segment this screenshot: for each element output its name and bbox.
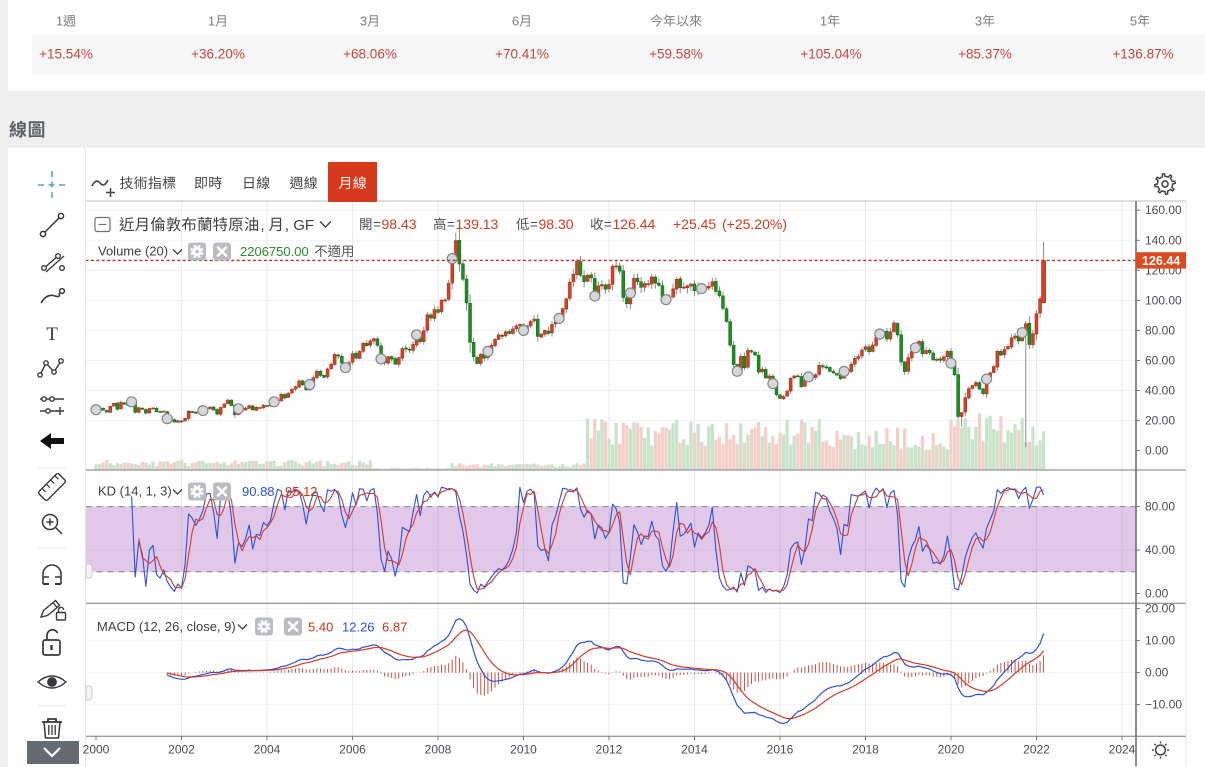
svg-text:5: 5 — [1130, 14, 1137, 29]
svg-text:2018: 2018 — [852, 743, 879, 757]
svg-text:+15.54%: +15.54% — [39, 47, 93, 62]
svg-text:1: 1 — [208, 14, 215, 29]
svg-text:−10.00: −10.00 — [1145, 698, 1182, 712]
svg-text:1: 1 — [56, 14, 63, 29]
svg-text:20.00: 20.00 — [1145, 414, 1175, 428]
svg-text:+36.20%: +36.20% — [191, 47, 245, 62]
svg-text:1: 1 — [820, 14, 827, 29]
svg-text:Volume (20): Volume (20) — [98, 244, 168, 259]
svg-text:6: 6 — [512, 14, 519, 29]
svg-text:5.40: 5.40 — [308, 620, 333, 635]
svg-text:2008: 2008 — [425, 743, 452, 757]
svg-text:, GF: , GF — [285, 217, 314, 234]
svg-text:140.00: 140.00 — [1145, 233, 1182, 247]
svg-text:3: 3 — [975, 14, 982, 29]
svg-text:90.88: 90.88 — [242, 484, 275, 499]
svg-text:98.30: 98.30 — [539, 216, 574, 232]
svg-text:2022: 2022 — [1023, 743, 1050, 757]
svg-text:126.44: 126.44 — [613, 216, 656, 232]
svg-text:160.00: 160.00 — [1145, 203, 1182, 217]
svg-text:40.00: 40.00 — [1145, 384, 1175, 398]
svg-text:=: = — [604, 217, 612, 232]
svg-text:0.00: 0.00 — [1145, 444, 1169, 458]
svg-text:2014: 2014 — [681, 743, 708, 757]
svg-text:80.00: 80.00 — [1145, 500, 1175, 514]
svg-text:2206750.00: 2206750.00 — [240, 244, 309, 259]
svg-text:2004: 2004 — [254, 743, 281, 757]
svg-text:126.44: 126.44 — [1142, 254, 1180, 268]
svg-text:+70.41%: +70.41% — [495, 47, 549, 62]
svg-text:=: = — [530, 217, 538, 232]
svg-text:T: T — [46, 324, 58, 345]
svg-text:40.00: 40.00 — [1145, 543, 1175, 557]
svg-text:+136.87%: +136.87% — [1112, 47, 1173, 62]
svg-text:+105.04%: +105.04% — [800, 47, 861, 62]
svg-text:6.87: 6.87 — [382, 620, 407, 635]
svg-text:=: = — [447, 217, 455, 232]
svg-text:KD (14, 1, 3): KD (14, 1, 3) — [98, 484, 172, 499]
svg-text:2002: 2002 — [168, 743, 195, 757]
svg-text:100.00: 100.00 — [1145, 293, 1182, 307]
svg-text:0.00: 0.00 — [1145, 666, 1169, 680]
svg-text:+59.58%: +59.58% — [649, 47, 703, 62]
svg-text:2000: 2000 — [83, 743, 110, 757]
svg-text:12.26: 12.26 — [342, 620, 375, 635]
svg-text:3: 3 — [360, 14, 367, 29]
svg-text:+68.06%: +68.06% — [343, 47, 397, 62]
svg-text:+85.37%: +85.37% — [958, 47, 1012, 62]
svg-text:2024: 2024 — [1109, 743, 1136, 757]
svg-text:0.00: 0.00 — [1145, 587, 1169, 601]
svg-text:+25.45: +25.45 — [673, 216, 716, 232]
svg-text:95.12: 95.12 — [285, 484, 318, 499]
svg-text:MACD (12, 26, close, 9): MACD (12, 26, close, 9) — [97, 619, 236, 634]
svg-text:139.13: 139.13 — [456, 216, 499, 232]
svg-text:60.00: 60.00 — [1145, 354, 1175, 368]
svg-text:2016: 2016 — [767, 743, 794, 757]
svg-text:20.00: 20.00 — [1145, 602, 1175, 616]
svg-text:98.43: 98.43 — [382, 216, 417, 232]
svg-text:(+25.20%): (+25.20%) — [722, 216, 787, 232]
svg-text:2012: 2012 — [596, 743, 623, 757]
svg-text:10.00: 10.00 — [1145, 634, 1175, 648]
svg-text:,: , — [260, 217, 264, 234]
svg-text:2020: 2020 — [938, 743, 965, 757]
svg-text:=: = — [373, 217, 381, 232]
svg-text:2010: 2010 — [510, 743, 537, 757]
svg-text:2006: 2006 — [339, 743, 366, 757]
svg-text:80.00: 80.00 — [1145, 323, 1175, 337]
